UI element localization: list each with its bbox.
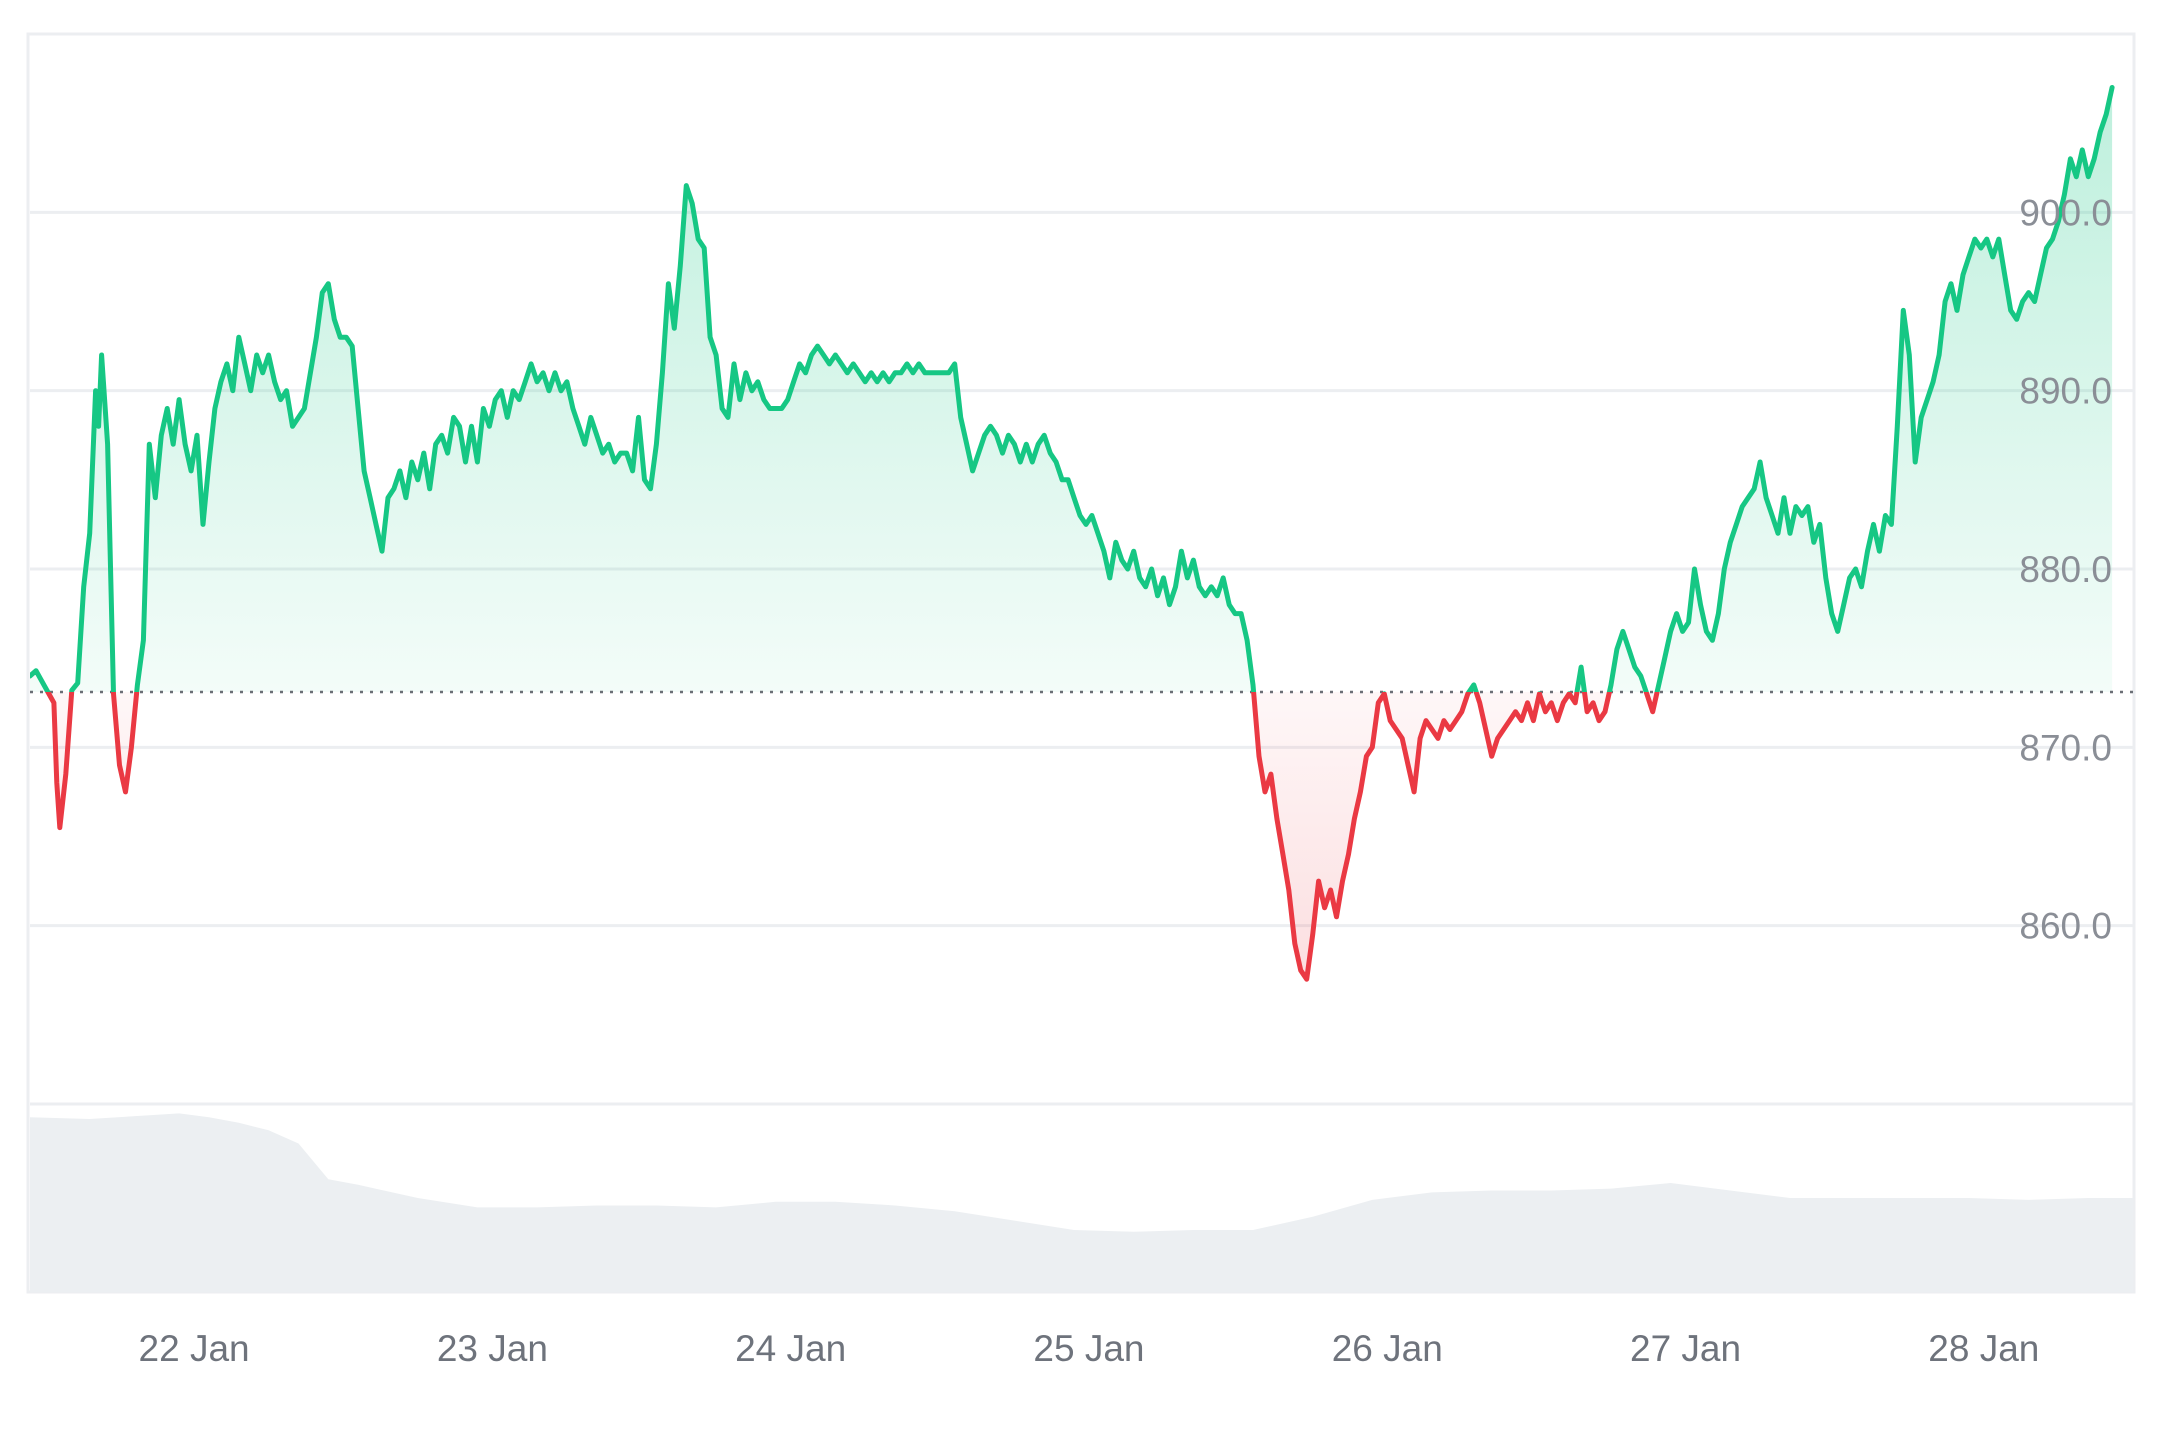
price-line-above	[30, 85, 2115, 693]
x-tick-label: 24 Jan	[735, 1328, 846, 1369]
price-area-below	[47, 692, 1658, 980]
volume-area	[30, 1113, 2133, 1292]
x-tick-label: 28 Jan	[1928, 1328, 2039, 1369]
y-tick-label: 890.0	[2019, 371, 2112, 412]
x-tick-label: 22 Jan	[139, 1328, 250, 1369]
y-tick-label: 870.0	[2019, 727, 2112, 768]
price-area-down	[47, 692, 1658, 980]
price-line-up	[30, 85, 2115, 693]
price-area	[30, 87, 2113, 980]
x-tick-label: 27 Jan	[1630, 1328, 1741, 1369]
price-line	[30, 85, 2115, 982]
y-tick-label: 880.0	[2019, 549, 2112, 590]
x-tick-label: 23 Jan	[437, 1328, 548, 1369]
price-area-above	[30, 87, 2113, 693]
price-area-up	[30, 87, 2113, 693]
x-axis-ticks: 22 Jan 23 Jan 24 Jan 25 Jan 26 Jan 27 Jan 28 J…	[139, 1328, 2040, 1369]
volume-shape	[30, 1113, 2133, 1292]
y-tick-label: 900.0	[2019, 192, 2112, 233]
y-axis-ticks: 860.0 870.0 880.0 890.0 900.0	[2019, 192, 2112, 946]
x-tick-label: 25 Jan	[1033, 1328, 1144, 1369]
y-tick-label: 860.0	[2019, 906, 2112, 947]
x-tick-label: 26 Jan	[1332, 1328, 1443, 1369]
